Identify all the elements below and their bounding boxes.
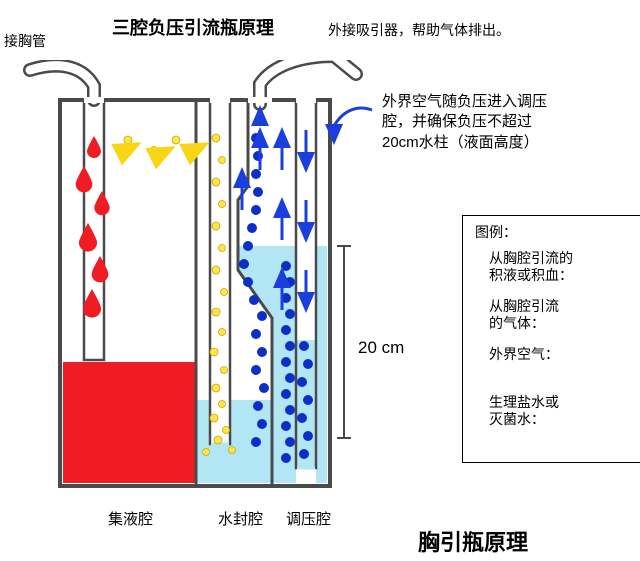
label-suction: 外接吸引器，帮助气体排出。 — [328, 20, 510, 40]
legend-item-text: 从胸腔引流的积液或积血： — [475, 250, 599, 285]
legend-item: 外界空气： — [475, 346, 640, 392]
diagram-svg — [0, 60, 420, 540]
legend-item: 生理盐水或灭菌水： — [475, 394, 640, 440]
label-height: 20 cm — [358, 338, 404, 358]
label-chamber-3: 调压腔 — [286, 508, 331, 529]
label-chamber-2: 水封腔 — [218, 508, 263, 529]
legend-item: 从胸腔引流的积液或积血： — [475, 250, 640, 296]
legend-item-text: 外界空气： — [475, 346, 599, 364]
legend-item-text: 生理盐水或灭菌水： — [475, 394, 599, 429]
label-chamber-1: 集液腔 — [108, 508, 153, 529]
legend-item-text: 从胸腔引流的气体： — [475, 298, 599, 333]
legend-box: 图例： 从胸腔引流的积液或积血： 从胸腔引流的气体： 外界空气： 生理盐水或灭菌水： — [462, 215, 640, 463]
label-chest-tube: 接胸管 — [4, 31, 46, 51]
title-main: 三腔负压引流瓶原理 — [112, 14, 274, 40]
legend-item: 从胸腔引流的气体： — [475, 298, 640, 344]
title-bottom: 胸引瓶原理 — [418, 525, 528, 557]
label-air-in: 外界空气随负压进入调压腔，并确保负压不超过20cm水柱（液面高度） — [382, 92, 602, 153]
legend-title: 图例： — [475, 224, 640, 242]
